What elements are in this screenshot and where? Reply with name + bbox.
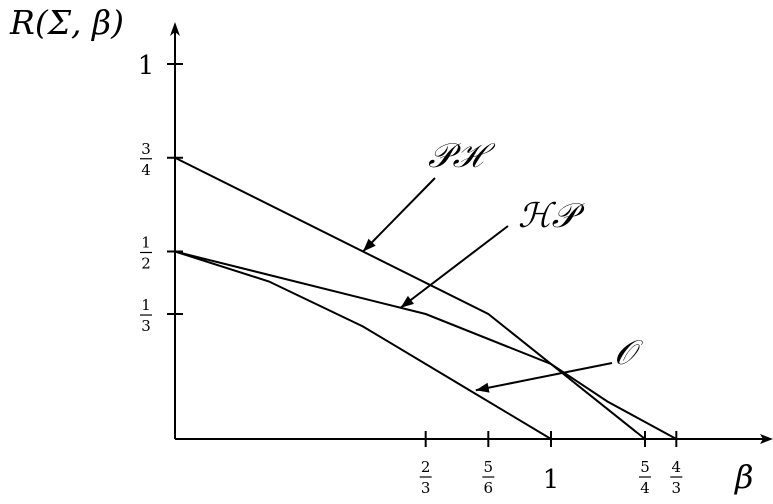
series-line-2 <box>174 250 552 440</box>
y-tick-label-0-denominator: 3 <box>141 317 151 335</box>
annotation-arrow-1 <box>399 225 509 309</box>
y-tick-label-3: 1 <box>138 51 155 81</box>
annotation-label-2: 𝒪 <box>614 333 643 373</box>
y-axis-label: R(Σ, β) <box>9 3 124 42</box>
annotation-arrowhead-0 <box>363 238 376 252</box>
axes <box>170 22 773 444</box>
x-tick-label-4-numerator: 4 <box>672 458 682 476</box>
y-tick-label-0-numerator: 1 <box>141 296 151 314</box>
x-tick-label-2: 1 <box>543 465 560 495</box>
x-tick-label-1-numerator: 5 <box>484 458 494 476</box>
annotation-arrow-0 <box>362 177 436 253</box>
annotation-label-0: 𝒫ℋ <box>428 136 496 176</box>
x-tick-label-0-numerator: 2 <box>421 458 431 476</box>
x-axis-label: β <box>734 458 754 496</box>
annotation-arrowhead-1 <box>400 295 414 308</box>
annotation-arrowhead-2 <box>475 382 490 393</box>
x-tick-label-1-denominator: 6 <box>484 479 494 497</box>
y-tick-label-2-numerator: 3 <box>141 140 151 158</box>
y-tick-label-1-numerator: 1 <box>141 234 151 252</box>
x-axis-arrowhead <box>760 434 773 444</box>
series-line-0 <box>174 156 646 440</box>
x-tick-label-4-denominator: 3 <box>672 479 682 497</box>
x-tick-label-0-denominator: 3 <box>421 479 431 497</box>
x-tick-label-3-numerator: 5 <box>640 458 650 476</box>
y-tick-label-2-denominator: 4 <box>141 161 151 179</box>
annotation-label-1: ℋ𝒫 <box>518 196 586 236</box>
series-line-1 <box>174 250 677 440</box>
series-lines <box>174 156 677 440</box>
annotation-arrow-2 <box>475 362 613 392</box>
y-axis-arrowhead <box>170 22 180 36</box>
y-tick-label-1-denominator: 2 <box>141 255 151 273</box>
annotations: 𝒫ℋ ℋ𝒫 𝒪 <box>362 136 643 393</box>
x-tick-label-3-denominator: 4 <box>640 479 650 497</box>
